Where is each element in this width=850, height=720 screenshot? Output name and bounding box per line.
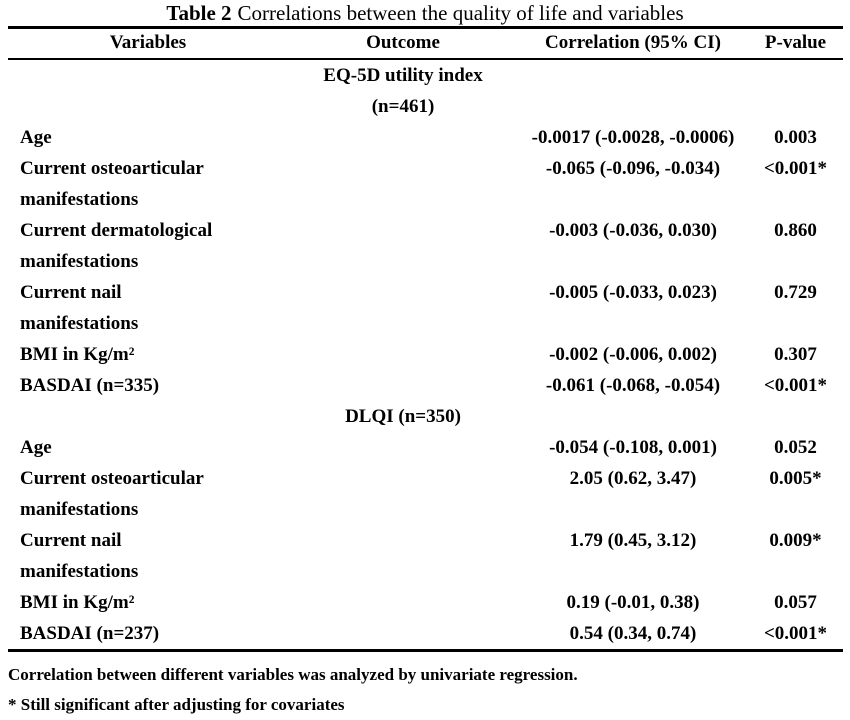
variable-label: Age <box>20 126 52 148</box>
p-value: 0.009* <box>769 529 822 551</box>
p-value: <0.001* <box>763 622 828 644</box>
correlation-value: -0.054 (-0.108, 0.001) <box>549 436 717 458</box>
correlation-value: 0.54 (0.34, 0.74) <box>569 622 697 644</box>
outcome-label: DLQI (n=350) <box>345 405 461 427</box>
outcome-cell-empty <box>288 463 518 525</box>
p-value: <0.001* <box>763 157 828 179</box>
outcome-section-row: EQ-5D utility index (n=461) <box>8 59 843 122</box>
column-header-variables: Variables <box>8 27 288 60</box>
outcome-cell: DLQI (n=350) <box>288 401 518 432</box>
table-row: BMI in Kg/m² -0.002 (-0.006, 0.002) 0.307 <box>8 339 843 370</box>
correlation-value: 0.19 (-0.01, 0.38) <box>566 591 700 613</box>
variable-cell: Age <box>8 122 288 153</box>
table-row: Age -0.054 (-0.108, 0.001) 0.052 <box>8 432 843 463</box>
p-value: 0.860 <box>774 219 817 241</box>
p-value: 0.307 <box>774 343 817 365</box>
variable-cell: Current nail manifestations <box>8 525 288 587</box>
p-value: 0.005* <box>769 467 822 489</box>
correlations-table: Variables Outcome Correlation (95% CI) P… <box>8 26 843 652</box>
correlation-value: 2.05 (0.62, 3.47) <box>569 467 697 489</box>
table-row: Current osteoarticular manifestations -0.0… <box>8 153 843 215</box>
outcome-cell-empty <box>288 215 518 277</box>
table-row: BASDAI (n=237) 0.54 (0.34, 0.74) <0.001* <box>8 618 843 651</box>
variable-label: BASDAI (n=335) <box>20 374 160 396</box>
variable-cell: BASDAI (n=237) <box>8 618 288 651</box>
variable-label: manifestations <box>20 498 139 520</box>
variable-cell: Current osteoarticular manifestations <box>8 153 288 215</box>
correlation-value: -0.002 (-0.006, 0.002) <box>549 343 717 365</box>
variable-label: manifestations <box>20 312 139 334</box>
column-header-outcome: Outcome <box>288 27 518 60</box>
outcome-cell-empty <box>288 525 518 587</box>
variable-cell: BASDAI (n=335) <box>8 370 288 401</box>
variable-cell: Age <box>8 432 288 463</box>
outcome-cell-empty <box>288 153 518 215</box>
outcome-cell-empty <box>288 618 518 651</box>
outcome-label: (n=461) <box>371 95 435 117</box>
footnote-regression: Correlation between different variables … <box>8 664 578 684</box>
outcome-cell-empty <box>288 277 518 339</box>
footnotes: Correlation between different variables … <box>8 660 850 720</box>
outcome-cell: EQ-5D utility index (n=461) <box>288 59 518 122</box>
footnote-significance: * Still significant after adjusting for … <box>8 694 345 714</box>
correlation-value: -0.065 (-0.096, -0.034) <box>545 157 721 179</box>
variable-label: Current osteoarticular <box>20 467 204 489</box>
column-header-correlation: Correlation (95% CI) <box>518 27 748 60</box>
table-title: Table 2 Correlations between the quality … <box>0 0 850 26</box>
variable-cell: BMI in Kg/m² <box>8 339 288 370</box>
variable-label: Current nail <box>20 529 122 551</box>
variable-label: Current nail <box>20 281 122 303</box>
table-title-label: Table 2 <box>166 1 232 25</box>
variable-cell: Current nail manifestations <box>8 277 288 339</box>
outcome-label: EQ-5D utility index <box>323 64 483 86</box>
variable-label: manifestations <box>20 188 139 210</box>
table-body: EQ-5D utility index (n=461) Age -0.0017 (-0… <box>8 59 843 651</box>
table-row: BMI in Kg/m² 0.19 (-0.01, 0.38) 0.057 <box>8 587 843 618</box>
column-header-p-value: P-value <box>748 27 843 60</box>
variable-label: Current dermatological <box>20 219 213 241</box>
outcome-cell-empty <box>288 587 518 618</box>
correlation-value: -0.005 (-0.033, 0.023) <box>549 281 717 303</box>
table-row: Current nail manifestations 1.79 (0.45, 3.… <box>8 525 843 587</box>
table-row: Current osteoarticular manifestations 2.05… <box>8 463 843 525</box>
correlation-value: -0.0017 (-0.0028, -0.0006) <box>531 126 735 148</box>
p-value: 0.057 <box>774 591 817 613</box>
outcome-cell-empty <box>288 122 518 153</box>
variable-label: manifestations <box>20 560 139 582</box>
outcome-section-row: DLQI (n=350) <box>8 401 843 432</box>
variable-label: Age <box>20 436 52 458</box>
table-title-text: Correlations between the quality of life… <box>237 1 684 25</box>
p-value: <0.001* <box>763 374 828 396</box>
variable-cell: Current dermatological manifestations <box>8 215 288 277</box>
correlation-value: -0.061 (-0.068, -0.054) <box>545 374 721 396</box>
variable-label: manifestations <box>20 250 139 272</box>
p-value: 0.052 <box>774 436 817 458</box>
variable-cell: Current osteoarticular manifestations <box>8 463 288 525</box>
variable-label: BASDAI (n=237) <box>20 622 160 644</box>
p-value: 0.003 <box>774 126 817 148</box>
correlation-value: 1.79 (0.45, 3.12) <box>569 529 697 551</box>
table-header-row: Variables Outcome Correlation (95% CI) P… <box>8 27 843 60</box>
table-row: BASDAI (n=335) -0.061 (-0.068, -0.054) <0.… <box>8 370 843 401</box>
table-row: Current nail manifestations -0.005 (-0.033… <box>8 277 843 339</box>
outcome-cell-empty <box>288 339 518 370</box>
variable-label: BMI in Kg/m² <box>20 591 135 613</box>
variable-label: Current osteoarticular <box>20 157 204 179</box>
outcome-cell-empty <box>288 432 518 463</box>
p-value: 0.729 <box>774 281 817 303</box>
variable-label: BMI in Kg/m² <box>20 343 135 365</box>
table-row: Age -0.0017 (-0.0028, -0.0006) 0.003 <box>8 122 843 153</box>
variable-cell: BMI in Kg/m² <box>8 587 288 618</box>
correlation-value: -0.003 (-0.036, 0.030) <box>549 219 717 241</box>
table-row: Current dermatological manifestations -0.0… <box>8 215 843 277</box>
outcome-cell-empty <box>288 370 518 401</box>
